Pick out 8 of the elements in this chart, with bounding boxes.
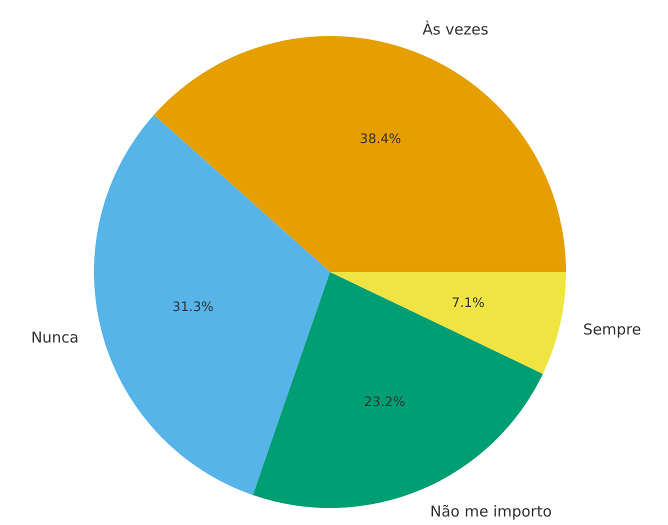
slice-label: Nunca	[31, 328, 79, 346]
slice-label: Sempre	[583, 320, 642, 338]
data-label: 7.1%	[452, 296, 485, 311]
data-label: 31.3%	[172, 300, 214, 316]
data-label: 38.4%	[360, 132, 402, 148]
data-label: 23.2%	[364, 395, 406, 410]
slice-label: Às vezes	[422, 20, 489, 38]
slice-label: Não me importo	[430, 502, 552, 521]
